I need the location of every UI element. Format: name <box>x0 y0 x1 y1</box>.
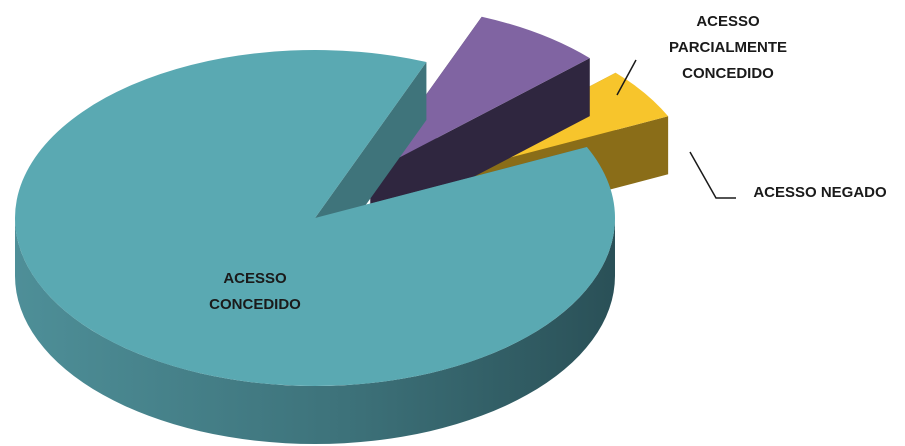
data-label-1: ACESSO NEGADO <box>753 184 887 201</box>
data-label-0: ACESSO CONCEDIDO <box>209 270 301 313</box>
leader-line-1 <box>689 151 736 199</box>
pie-slice-side <box>15 218 615 444</box>
pie-slice-top <box>14 50 615 387</box>
data-label-2: ACESSO PARCIALMENTE CONCEDIDO <box>669 13 787 82</box>
data-label-line: CONCEDIDO <box>682 65 774 82</box>
data-label-line: ACESSO <box>696 13 760 30</box>
data-label-line: ACESSO NEGADO <box>753 184 887 201</box>
pie-slice-wall <box>370 58 590 231</box>
pie-slice-1 <box>370 16 590 231</box>
leader-line-2 <box>616 59 637 96</box>
pie-slice-0 <box>14 50 615 444</box>
data-label-line: CONCEDIDO <box>209 296 301 313</box>
pie-slice-top <box>370 16 590 173</box>
data-label-line: PARCIALMENTE <box>669 39 787 56</box>
data-label-line: ACESSO <box>223 270 287 287</box>
